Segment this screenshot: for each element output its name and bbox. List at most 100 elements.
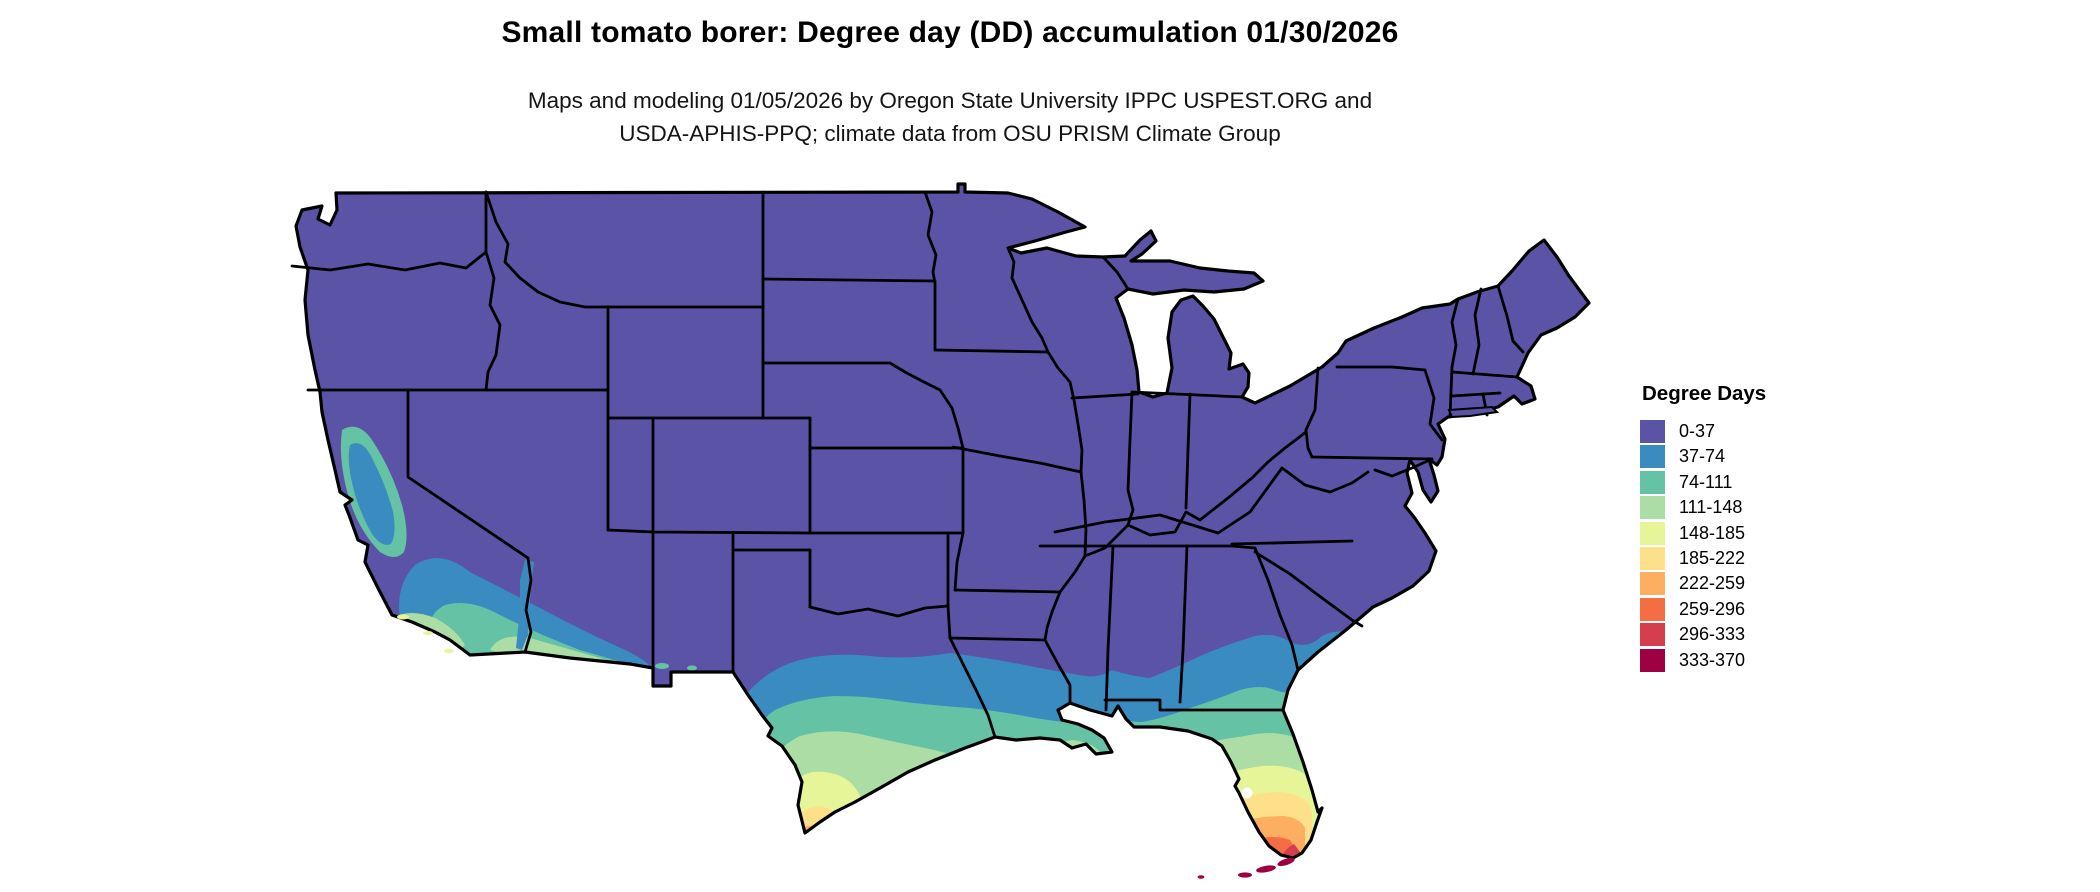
border-ma-south bbox=[1450, 391, 1502, 398]
border-pa-wv bbox=[1304, 428, 1314, 459]
florida-key bbox=[1256, 865, 1276, 873]
legend-label: 148-185 bbox=[1679, 522, 1746, 543]
legend-label: 111-148 bbox=[1679, 497, 1743, 518]
border-md-va-potomac bbox=[1373, 457, 1434, 478]
channel-island bbox=[397, 614, 409, 620]
border-mo-ar bbox=[953, 588, 1062, 594]
legend-label: 37-74 bbox=[1679, 446, 1726, 467]
florida-key bbox=[1238, 872, 1252, 878]
border-la-ms bbox=[1043, 638, 1072, 705]
border-in-oh bbox=[1184, 392, 1192, 510]
border-ohio-river bbox=[1083, 430, 1308, 558]
page-subtitle: Maps and modeling 01/05/2026 by Oregon S… bbox=[0, 84, 1900, 150]
legend-item: 222-259 bbox=[1640, 572, 1880, 596]
legend-rows: 0-37 37-74 74-111 111-148 148-185 185-222 222-… bbox=[1640, 420, 1880, 672]
band-nm-74-111-speck bbox=[687, 665, 697, 671]
border-wi-mn bbox=[1006, 246, 1050, 354]
legend-item: 37-74 bbox=[1640, 445, 1880, 469]
florida-keys bbox=[1197, 857, 1295, 879]
border-nd-sd bbox=[761, 277, 937, 283]
florida-key bbox=[1197, 875, 1205, 879]
border-ga-sc bbox=[1253, 546, 1300, 672]
long-island bbox=[1447, 405, 1500, 419]
legend-label: 74-111 bbox=[1679, 471, 1733, 492]
border-nj-pa bbox=[1423, 368, 1444, 442]
border-tx-la-sabine bbox=[948, 636, 997, 739]
border-ma-north bbox=[1450, 370, 1519, 379]
border-mo-west-south bbox=[953, 531, 965, 592]
band-az-74-111 bbox=[429, 602, 640, 668]
legend-label: 0-37 bbox=[1679, 421, 1716, 441]
border-wi-mi-up bbox=[1101, 255, 1130, 291]
border-ky-tn bbox=[1053, 513, 1220, 535]
border-il-in bbox=[1126, 390, 1135, 527]
border-fl-north bbox=[1103, 698, 1285, 712]
legend-item: 74-111 bbox=[1640, 470, 1880, 494]
band-socal-148-185-speck bbox=[417, 635, 427, 641]
legend-item: 148-185 bbox=[1640, 521, 1880, 545]
border-nh-me bbox=[1496, 284, 1525, 354]
subtitle-line-2: USDA-APHIS-PPQ; climate data from OSU PR… bbox=[619, 121, 1281, 146]
band-texas-148-185 bbox=[780, 771, 862, 858]
legend-swatch bbox=[1640, 623, 1665, 647]
border-mississippi-river bbox=[1043, 350, 1088, 642]
legend-item: 0-37 bbox=[1640, 420, 1880, 443]
border-id-mt bbox=[484, 190, 610, 309]
border-nv-az-river bbox=[523, 556, 533, 654]
subtitle-line-1: Maps and modeling 01/05/2026 by Oregon S… bbox=[527, 88, 1373, 113]
legend-item: 259-296 bbox=[1640, 597, 1880, 621]
border-wa-or bbox=[290, 250, 488, 272]
border-oh-pa bbox=[1304, 366, 1320, 432]
border-wv-va bbox=[1280, 466, 1370, 494]
border-ia-mo bbox=[951, 445, 1083, 474]
band-nm-74-111-speck bbox=[655, 663, 669, 669]
border-or-id bbox=[484, 250, 502, 392]
page-title: Small tomato borer: Degree day (DD) accu… bbox=[501, 16, 1399, 49]
border-tn-south bbox=[1038, 544, 1257, 550]
border-ms-al bbox=[1104, 544, 1115, 712]
legend-item: 111-148 bbox=[1640, 496, 1880, 520]
border-mn-ia bbox=[933, 348, 1050, 354]
border-pa-md bbox=[1310, 455, 1434, 461]
legend-item: 185-222 bbox=[1640, 546, 1880, 570]
border-sd-ne-missouri-river bbox=[761, 361, 965, 450]
legend: Degree Days 0-37 37-74 74-111 111-148 148-18… bbox=[1640, 382, 1880, 674]
florida-key bbox=[1277, 857, 1295, 867]
border-mi-south bbox=[1130, 390, 1244, 399]
legend-swatch bbox=[1640, 572, 1665, 596]
legend-label: 296-333 bbox=[1679, 624, 1746, 645]
legend-swatch bbox=[1640, 597, 1665, 621]
legend-swatch bbox=[1640, 648, 1665, 672]
channel-island bbox=[423, 631, 433, 635]
border-red-river bbox=[808, 604, 950, 618]
border-vt-nh bbox=[1471, 287, 1483, 376]
legend-item: 296-333 bbox=[1640, 623, 1880, 647]
legend-label: 333-370 bbox=[1679, 649, 1746, 670]
border-ar-la bbox=[948, 636, 1047, 642]
band-ca-valley-37-74 bbox=[348, 443, 395, 545]
legend-label: 185-222 bbox=[1679, 547, 1746, 568]
legend-label: 222-259 bbox=[1679, 573, 1746, 594]
us-degree-day-map bbox=[290, 182, 1591, 879]
legend-swatch bbox=[1640, 546, 1665, 570]
border-ny-vt bbox=[1450, 297, 1460, 369]
border-va-nc bbox=[1230, 539, 1354, 546]
border-ky-va bbox=[1216, 466, 1284, 535]
legend-swatch bbox=[1640, 470, 1665, 494]
legend-swatch bbox=[1640, 496, 1665, 520]
legend-swatch bbox=[1640, 521, 1665, 545]
lake-okeechobee bbox=[1241, 787, 1253, 799]
legend-swatch bbox=[1640, 420, 1665, 443]
border-pa-ny bbox=[1335, 365, 1427, 372]
border-37n bbox=[606, 528, 965, 535]
band-texas-185-222 bbox=[790, 806, 844, 858]
border-al-ga bbox=[1178, 544, 1189, 704]
channel-island bbox=[444, 649, 454, 653]
legend-label: 259-296 bbox=[1679, 598, 1746, 619]
legend-swatch bbox=[1640, 445, 1665, 469]
channel-islands bbox=[397, 614, 454, 653]
legend-title: Degree Days bbox=[1642, 382, 1767, 405]
band-texas-111-148 bbox=[765, 731, 968, 858]
border-ar-tx bbox=[946, 604, 952, 640]
border-ny-mact bbox=[1448, 365, 1454, 419]
